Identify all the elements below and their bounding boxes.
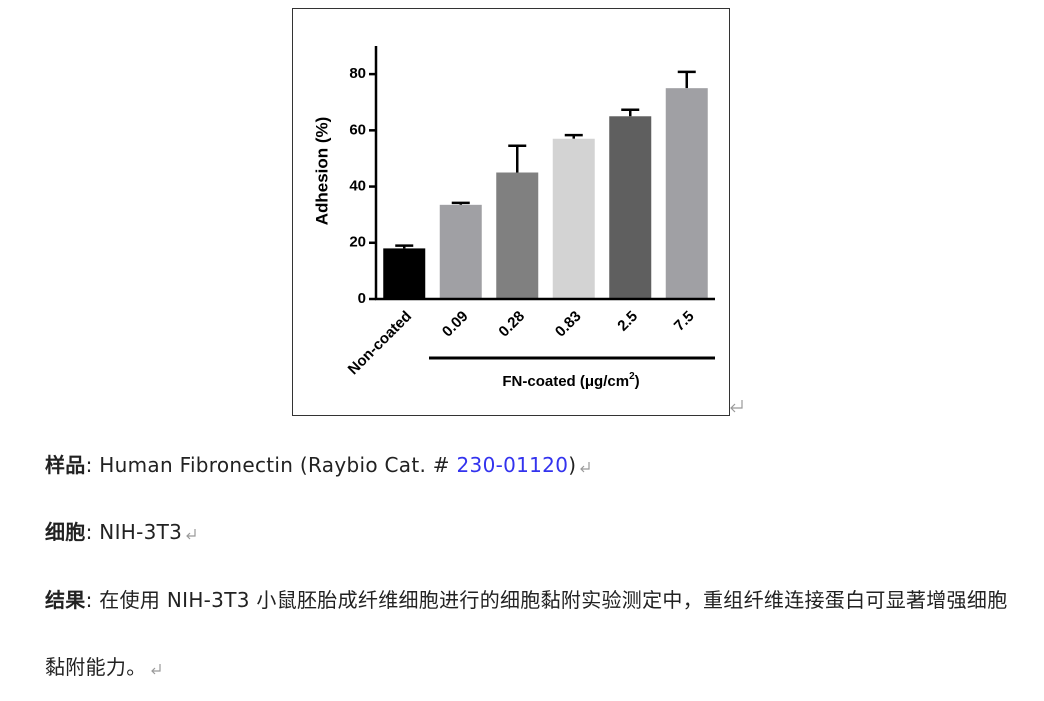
paragraph: 结果: 在使用 NIH-3T3 小鼠胚胎成纤维细胞进行的细胞黏附实验测定中，重组… — [45, 567, 1020, 701]
x-tick-label: 0.09 — [439, 308, 472, 341]
label: 样品 — [45, 453, 86, 477]
text: : Human Fibronectin (Raybio Cat. # — [85, 453, 457, 477]
x-tick-label: Non-coated — [345, 308, 415, 378]
text: : 在使用 NIH-3T3 小鼠胚胎成纤维细胞进行的细胞黏附实验测定中，重组纤维… — [45, 588, 1008, 679]
x-tick-label: 0.83 — [552, 308, 585, 341]
y-tick-label: 20 — [349, 234, 366, 251]
label: 细胞 — [45, 520, 86, 544]
bar — [609, 116, 652, 300]
catalog-link[interactable]: 230-01120 — [456, 453, 569, 477]
paragraph-mark — [150, 663, 161, 674]
paragraph-mark — [186, 528, 196, 539]
y-axis-label: Adhesion (%) — [312, 117, 331, 226]
text: ) — [568, 453, 577, 477]
paragraph-mark — [580, 461, 590, 472]
paragraph-mark — [730, 400, 743, 413]
chart: Adhesion (%) FN-coated (μg/cm2) 0 20 40 60 8… — [292, 8, 730, 416]
x-tick-label: 7.5 — [671, 308, 698, 335]
bar — [383, 248, 426, 299]
group-label-text: FN-coated (μg/cm — [502, 373, 629, 390]
bar — [552, 138, 595, 299]
y-tick-label: 0 — [358, 290, 366, 307]
group-label-suffix: ) — [635, 373, 640, 390]
paragraph: 细胞: NIH-3T3 — [45, 499, 1020, 566]
bar — [665, 88, 708, 300]
text: : NIH-3T3 — [85, 520, 183, 544]
paragraph: 样品: Human Fibronectin (Raybio Cat. # 230… — [45, 432, 1020, 499]
label: 结果 — [45, 588, 86, 612]
bar — [439, 204, 482, 299]
x-tick-label: 0.28 — [495, 308, 528, 341]
group-label-superscript: 2 — [629, 371, 635, 382]
y-tick-label: 80 — [349, 65, 366, 82]
bar — [496, 172, 539, 299]
x-tick-label: 2.5 — [614, 308, 641, 335]
y-tick-label: 40 — [349, 178, 366, 195]
y-tick-label: 60 — [349, 121, 366, 138]
group-label: FN-coated (μg/cm2) — [502, 371, 639, 390]
